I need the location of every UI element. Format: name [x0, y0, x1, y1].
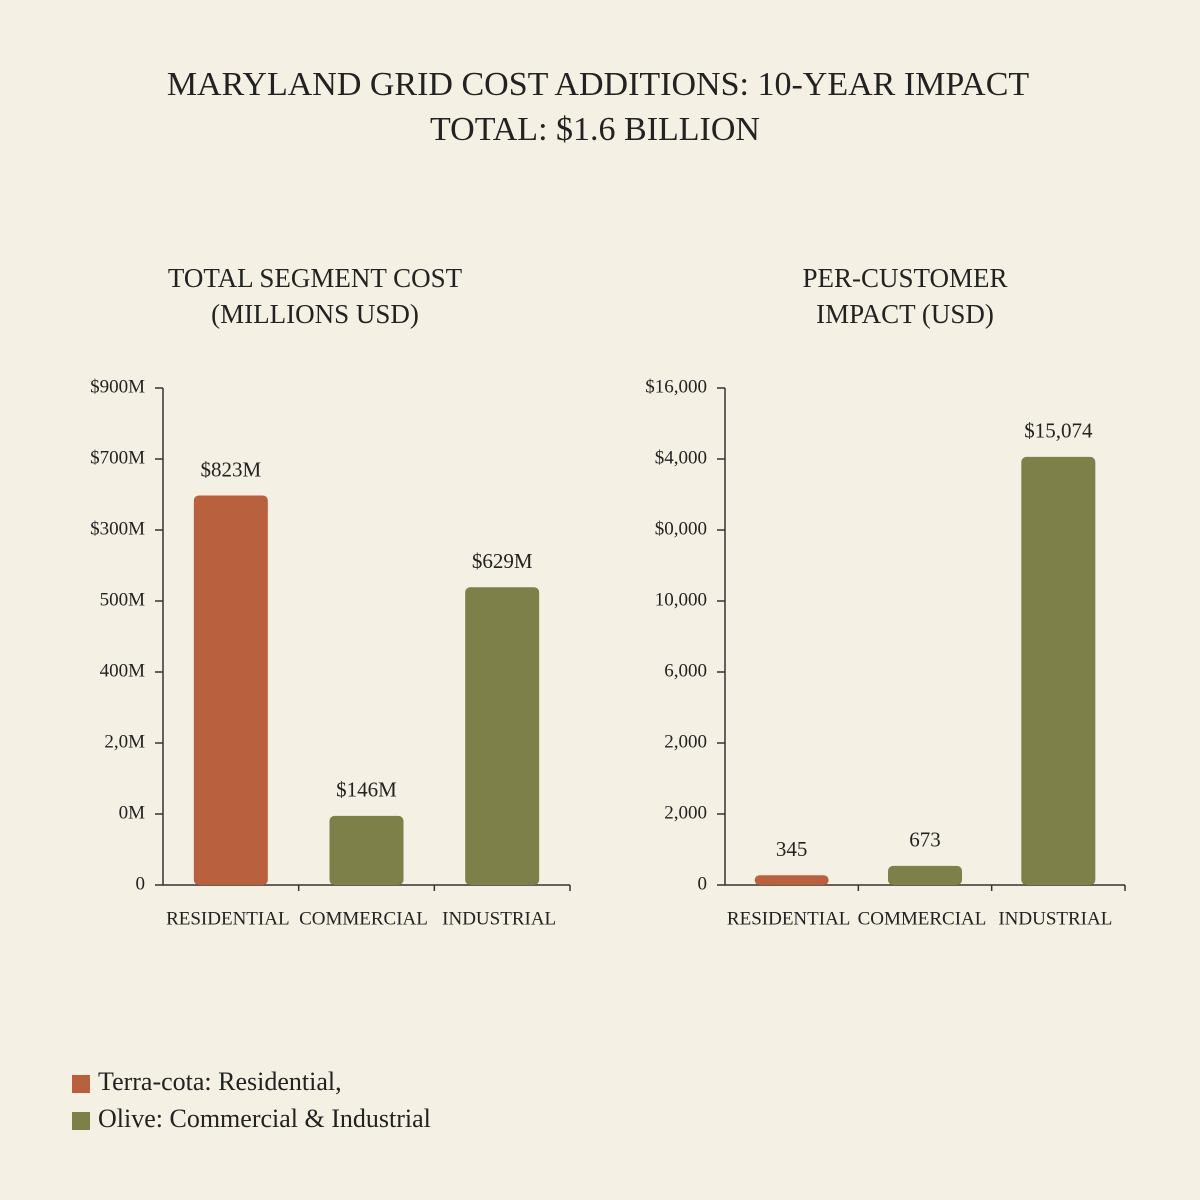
y-tick-label: 6,000 [664, 660, 707, 681]
bar [888, 865, 962, 885]
value-label: 345 [776, 837, 808, 861]
value-label: $15,074 [1024, 419, 1093, 443]
chart-title: TOTAL SEGMENT COST [168, 263, 463, 293]
y-tick-label: 2,0M [104, 731, 145, 752]
x-tick-label: RESIDENTIAL [166, 908, 289, 929]
chart-title: (MILLIONS USD) [211, 299, 419, 329]
y-tick-label: 500M [100, 589, 146, 610]
y-tick-label: 400M [100, 660, 146, 681]
y-tick-label: $4,000 [655, 447, 707, 468]
bar [754, 875, 829, 885]
value-label: $629M [472, 549, 533, 573]
y-tick-label: $900M [90, 376, 145, 397]
x-tick-label: INDUSTRIAL [442, 908, 556, 929]
bar [465, 587, 540, 885]
x-tick-label: COMMERCIAL [858, 908, 987, 929]
x-tick-label: INDUSTRIAL [998, 908, 1112, 929]
value-label: $823M [200, 457, 261, 481]
x-tick-label: RESIDENTIAL [727, 908, 850, 929]
legend-swatch [72, 1112, 90, 1130]
chart-title: PER-CUSTOMER [802, 263, 1007, 293]
y-tick-label: $300M [90, 518, 145, 539]
page-title: MARYLAND GRID COST ADDITIONS: 10-YEAR IM… [167, 66, 1030, 103]
y-tick-label: $700M [90, 447, 145, 468]
page-subtitle: TOTAL: $1.6 BILLION [430, 111, 760, 148]
bar [329, 815, 404, 885]
legend-label: Terra-cota: Residential, [98, 1067, 342, 1096]
y-tick-label: 0M [119, 802, 146, 823]
value-label: 673 [909, 828, 941, 852]
chart-title: IMPACT (USD) [816, 299, 994, 329]
y-tick-label: 10,000 [655, 589, 707, 610]
x-tick-label: COMMERCIAL [299, 908, 428, 929]
y-tick-label: 2,000 [664, 802, 707, 823]
y-tick-label: 2,000 [664, 731, 707, 752]
y-tick-label: 0 [136, 873, 146, 894]
value-label: $146M [336, 778, 397, 802]
bar [193, 495, 268, 885]
y-tick-label: 0 [698, 873, 708, 894]
y-tick-label: $0,000 [655, 518, 707, 539]
legend-label: Olive: Commercial & Industrial [98, 1104, 431, 1133]
legend-swatch [72, 1075, 90, 1093]
bar [1021, 456, 1096, 885]
y-tick-label: $16,000 [645, 376, 707, 397]
